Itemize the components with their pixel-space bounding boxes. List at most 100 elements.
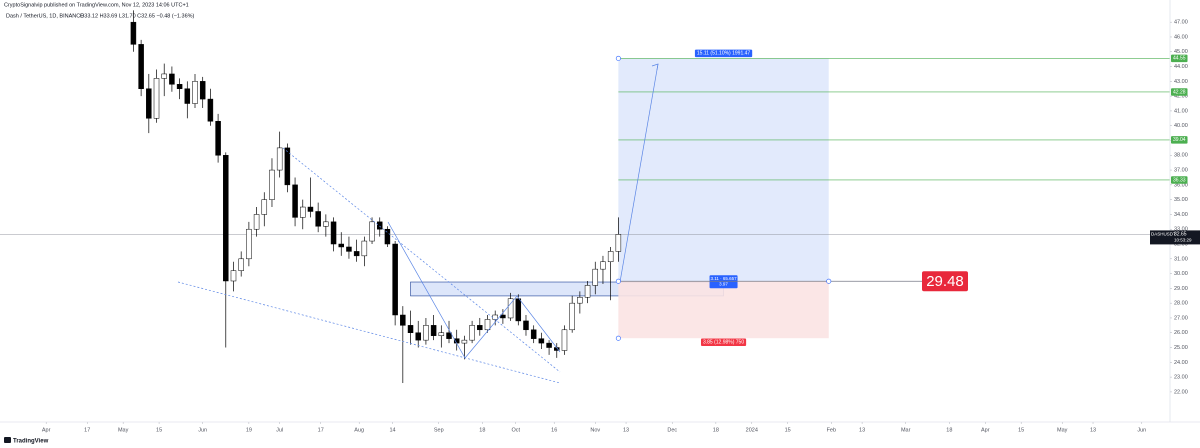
y-tick-label: 31.00: [1174, 256, 1188, 262]
x-tick-label: Apr: [42, 427, 51, 433]
candle-body: [230, 270, 237, 282]
brand: TradingView: [13, 439, 49, 445]
y-tick-label: 33.00: [1174, 227, 1188, 233]
candle-body: [407, 325, 414, 333]
x-tick-label: 18: [479, 427, 485, 433]
level-label-group: 42.28: [1171, 88, 1188, 96]
candle-body: [523, 320, 529, 331]
entry-price-callout-box: [922, 271, 968, 292]
candle-body: [500, 314, 506, 319]
drawings: [177, 63, 659, 384]
candle-body: [415, 332, 421, 341]
x-tick-label: Jul: [276, 427, 283, 433]
y-tick-label: 40.00: [1174, 123, 1188, 129]
countdown: 10:53:29: [1174, 238, 1192, 243]
candle-body: [223, 155, 229, 282]
publisher: CryptoSignalvip published on TradingView…: [4, 2, 189, 8]
y-tick-label: 35.00: [1174, 197, 1188, 203]
candle-body: [253, 214, 260, 230]
candle-body: [492, 314, 498, 320]
level-label: 42.28: [1173, 89, 1186, 95]
level-label-box: [1171, 136, 1188, 144]
brand-logo: [4, 437, 11, 443]
candle-body: [269, 169, 275, 200]
candle-body: [138, 44, 144, 89]
y-tick-label: 26.00: [1174, 330, 1188, 336]
y-tick-label: 22.00: [1174, 389, 1188, 395]
candle-body: [376, 221, 383, 230]
last-price-tag-box: [1150, 230, 1200, 245]
candles: [130, 10, 622, 384]
candle-body: [315, 211, 321, 227]
x-tick-label: 13: [1090, 427, 1096, 433]
candle-body: [292, 184, 298, 218]
y-tick-label: 47.00: [1174, 20, 1188, 26]
entry-label-box: [709, 275, 738, 289]
stop-label-group: 3.85 (12.98%) 750: [700, 338, 747, 346]
candle-body: [446, 332, 452, 339]
x-tick-label: 17: [84, 427, 90, 433]
candle-body: [146, 88, 152, 119]
x-tick-label: 13: [623, 427, 629, 433]
candle-body: [284, 147, 291, 186]
arrow-head: [651, 63, 659, 71]
candle-body: [461, 339, 468, 344]
candle-body: [538, 338, 545, 344]
entry-price-callout-group: 29.48: [922, 271, 968, 292]
entry-price-callout: 29.48: [926, 273, 964, 290]
candle-body: [207, 98, 214, 122]
entry-label: 3.97: [719, 281, 728, 286]
candle-body: [346, 246, 352, 252]
candle-body: [261, 199, 268, 215]
x-tick-label: Aug: [354, 427, 364, 433]
candle-body: [153, 78, 160, 119]
candle-body: [607, 251, 614, 263]
profit-zone: [618, 58, 829, 282]
x-tick-label: 18: [946, 427, 952, 433]
y-tick-label: 29.00: [1174, 286, 1188, 292]
pattern-line: [387, 221, 561, 359]
handle: [615, 278, 621, 284]
level-label-box: [1171, 88, 1188, 96]
x-tick-label: May: [118, 427, 129, 433]
candle-body: [176, 84, 183, 89]
candle-body: [584, 285, 591, 298]
y-tick-label: 46.00: [1174, 34, 1188, 40]
loss-zone: [618, 281, 829, 339]
y-tick-label: 37.00: [1174, 168, 1188, 174]
x-tick-label: 15: [785, 427, 791, 433]
level-label: 39.04: [1173, 137, 1186, 143]
candle-body: [215, 121, 221, 156]
y-tick-label: 27.00: [1174, 315, 1188, 321]
x-tick-label: 2024: [746, 427, 758, 433]
last-price-label: 32.65: [1174, 232, 1187, 238]
candle-body: [546, 342, 552, 348]
annotations: 15.11 (51.10%) 1991.47 3.85 (12.98%) 750 3…: [615, 49, 968, 346]
y-tick-label: 28.00: [1174, 301, 1188, 307]
level-label-group: 39.04: [1171, 136, 1188, 144]
candle-body: [469, 325, 475, 341]
stop-label: 3.85 (12.98%) 750: [703, 340, 744, 346]
level-label-box: [1171, 54, 1188, 63]
level-label: 44.55: [1173, 56, 1186, 62]
candle-body: [515, 298, 522, 322]
x-tick-label: 14: [390, 427, 396, 433]
x-tick-label: Feb: [827, 427, 836, 433]
candle-body: [400, 314, 406, 326]
y-tick-label: 38.00: [1174, 153, 1188, 159]
candle-body: [330, 221, 337, 245]
candle-body: [507, 298, 514, 319]
x-tick-label: 15: [1018, 427, 1024, 433]
x-tick-label: 15: [156, 427, 162, 433]
handle: [615, 335, 621, 341]
candle-body: [423, 325, 429, 341]
candle-body: [130, 21, 137, 45]
candle-body: [392, 243, 398, 316]
handle: [826, 278, 832, 284]
y-tick-label: 23.00: [1174, 375, 1188, 381]
candle-body: [592, 268, 599, 286]
